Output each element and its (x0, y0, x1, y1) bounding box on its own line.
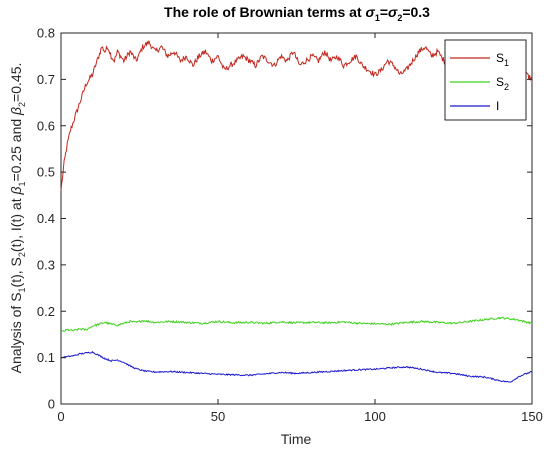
ylabel-beta-2: β (8, 107, 24, 116)
x-axis-label: Time (281, 431, 312, 447)
title-sub-1: 1 (375, 13, 380, 23)
x-tick-label: 50 (211, 409, 225, 424)
ylabel-part-3: (t), I(t) at (8, 195, 24, 253)
y-tick-label: 0.4 (37, 211, 55, 226)
y-tick-label: 0.6 (37, 118, 55, 133)
y-tick-label: 0.1 (37, 350, 55, 365)
x-tick-label: 150 (521, 409, 543, 424)
y-tick-label: 0.2 (37, 304, 55, 319)
y-tick-label: 0.5 (37, 165, 55, 180)
ylabel-part-2: (t), S (8, 257, 24, 287)
legend: S1 S2 I (444, 39, 527, 121)
ylabel-sub-3: 1 (17, 182, 27, 187)
title-eq: = (380, 4, 388, 20)
series-line-s2 (60, 316, 533, 333)
title-suffix: =0.3 (402, 4, 430, 20)
x-tick-label: 0 (57, 409, 64, 424)
ylabel-part-4: =0.25 and (8, 115, 24, 182)
title-prefix: The role of Brownian terms at (164, 4, 365, 20)
ylabel-beta-1: β (8, 187, 24, 196)
title-sigma-2: σ (388, 4, 398, 20)
title-sub-2: 2 (397, 13, 402, 23)
y-tick-label: 0 (48, 397, 55, 412)
x-tick-label: 100 (364, 409, 386, 424)
legend-label-i: I (496, 99, 499, 113)
ylabel-part-5: =0.45. (8, 63, 24, 102)
y-axis-label: Analysis of S1(t), S2(t), I(t) at β1=0.2… (8, 63, 27, 374)
ylabel-sub-2: 2 (17, 252, 27, 257)
chart-title: The role of Brownian terms at σ1=σ2=0.3 (164, 4, 430, 23)
axis-ticks: 0 50 100 150 0 0.1 0.2 0.3 0.4 0.5 0.6 0.7 0.8 (37, 26, 543, 425)
y-tick-label: 0.3 (37, 257, 55, 272)
ylabel-part-1: Analysis of S (8, 292, 24, 373)
legend-label-s1: S1 (496, 51, 509, 68)
y-tick-label: 0.7 (37, 72, 55, 87)
legend-box (444, 39, 527, 121)
y-tick-label: 0.8 (37, 26, 55, 41)
legend-label-s2: S2 (496, 75, 509, 92)
title-sigma-1: σ (366, 4, 376, 20)
ylabel-sub-1: 1 (17, 287, 27, 292)
ylabel-sub-4: 2 (17, 102, 27, 107)
series-line-i (60, 350, 533, 383)
